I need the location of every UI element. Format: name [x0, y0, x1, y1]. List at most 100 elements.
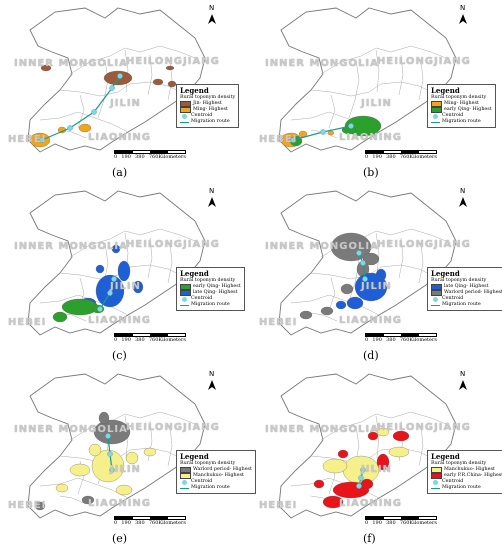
- scale-bar: 0 190 380 760Kilometers: [114, 333, 186, 343]
- legend-centroid-label: Centroid: [191, 479, 213, 484]
- scale-bar: 0 190 380 760Kilometers: [365, 516, 437, 526]
- density-area: [115, 484, 133, 496]
- map-panel: INNER MONGOLIA HEILONGJIANG JILIN LIAONING H…: [0, 0, 251, 183]
- density-area: [320, 306, 334, 316]
- county-boundary: [124, 49, 129, 93]
- label-hebei: HEBEI: [259, 500, 298, 511]
- density-area: [376, 427, 390, 437]
- legend-swatch: [431, 290, 442, 296]
- label-heilongjiang: HEILONGJIANG: [126, 239, 220, 250]
- density-area: [388, 446, 410, 458]
- county-boundary: [167, 425, 173, 467]
- legend-route-label: Migration route: [442, 302, 481, 307]
- scale-tick: 760Kilometers: [399, 520, 437, 526]
- county-boundary: [310, 264, 437, 280]
- scale-tick: 380: [386, 337, 396, 343]
- route-arrow-icon: [431, 304, 440, 306]
- legend-swatch: [431, 473, 442, 479]
- county-boundary: [320, 45, 447, 75]
- legend-box: Legend Rural toponym density late Qing- Hi…: [427, 267, 502, 311]
- legend-item: Jin- Highest: [180, 101, 235, 107]
- county-boundary: [418, 425, 424, 467]
- map-svg: [27, 190, 216, 336]
- legend-swatch: [180, 284, 191, 290]
- legend-title: Legend: [180, 86, 209, 95]
- scale-tick: 760Kilometers: [148, 154, 186, 160]
- legend-swatch: [431, 107, 442, 113]
- legend-swatch: [180, 473, 191, 479]
- route-arrow-icon: [431, 487, 440, 489]
- label-hebei: HEBEI: [8, 500, 47, 511]
- scale-bar: 0 190 380 760Kilometers: [365, 333, 437, 343]
- legend-subtitle: Rural toponym density: [180, 278, 236, 283]
- centroid-marker: [105, 433, 111, 439]
- scale-tick: 190: [121, 520, 131, 526]
- centroid-icon: [433, 113, 438, 119]
- density-area: [322, 495, 344, 509]
- density-area: [88, 443, 102, 457]
- label-jilin: JILIN: [361, 464, 392, 475]
- scale-bar: 0 190 380 760Kilometers: [114, 516, 186, 526]
- density-area: [165, 65, 175, 71]
- legend-route: Migration route: [431, 119, 492, 125]
- county-boundary: [418, 59, 424, 101]
- legend-subtitle: Rural toponym density: [180, 461, 236, 466]
- centroid-marker: [117, 73, 123, 79]
- centroid-icon: [182, 296, 187, 302]
- scale-tick: 760Kilometers: [148, 337, 186, 343]
- scale-tick: 190: [121, 337, 131, 343]
- legend-route-label: Migration route: [191, 119, 230, 124]
- label-liaoning: LIAONING: [88, 498, 151, 509]
- legend-item-label: Ming- Highest: [193, 107, 228, 112]
- centroid-marker: [107, 451, 113, 457]
- legend-title: Legend: [431, 86, 460, 95]
- scale-ticks: 0 190 380 760Kilometers: [114, 520, 186, 526]
- density-area: [362, 252, 380, 266]
- legend-swatch: [180, 290, 191, 296]
- legend-box: Legend Rural toponym density Ming- Highest…: [427, 84, 496, 128]
- county-boundary: [418, 242, 424, 284]
- legend-centroid: Centroid: [180, 113, 235, 119]
- label-inner-mongolia: INNER MONGOLIA: [14, 424, 128, 435]
- county-boundary: [69, 45, 196, 75]
- centroid-marker: [362, 276, 368, 282]
- density-area: [340, 283, 354, 295]
- scale-tick: 190: [121, 154, 131, 160]
- legend-subtitle: Rural toponym density: [180, 95, 236, 100]
- map-panel: INNER MONGOLIA HEILONGJIANG JILIN LIAONING H…: [251, 183, 502, 366]
- scale-ticks: 0 190 380 760Kilometers: [365, 520, 437, 526]
- legend-swatch: [180, 101, 191, 107]
- centroid-marker: [39, 137, 45, 143]
- density-area: [322, 458, 348, 474]
- centroid-marker: [109, 85, 115, 91]
- label-liaoning: LIAONING: [339, 498, 402, 509]
- legend-item-label: Warlord period- Highest: [193, 467, 252, 472]
- label-jilin: JILIN: [361, 98, 392, 109]
- legend-item: late Qing- Highest: [180, 290, 241, 296]
- scale-tick: 380: [135, 154, 145, 160]
- legend-item: Manchukuo- Highest: [180, 473, 252, 479]
- density-area: [392, 430, 410, 442]
- north-arrow-icon: [208, 14, 216, 24]
- map-svg: [278, 373, 467, 519]
- scale-tick: 0: [365, 520, 369, 526]
- legend-centroid-label: Centroid: [442, 479, 464, 484]
- centroid-marker: [67, 125, 73, 131]
- legend-route: Migration route: [180, 119, 235, 125]
- north-label: N: [209, 187, 215, 195]
- county-boundary: [328, 94, 336, 129]
- scale-tick: 0: [114, 337, 118, 343]
- north-arrow-icon: [208, 197, 216, 207]
- scale-bar-graphic: [114, 150, 186, 154]
- label-liaoning: LIAONING: [88, 315, 151, 326]
- label-heilongjiang: HEILONGJIANG: [377, 422, 471, 433]
- density-area: [337, 449, 349, 459]
- centroid-marker: [348, 123, 354, 129]
- centroid-marker: [320, 129, 326, 135]
- centroid-marker: [290, 137, 296, 143]
- county-boundary: [97, 59, 109, 119]
- scale-tick: 0: [365, 154, 369, 160]
- county-boundary: [69, 411, 196, 441]
- county-boundary: [398, 54, 404, 96]
